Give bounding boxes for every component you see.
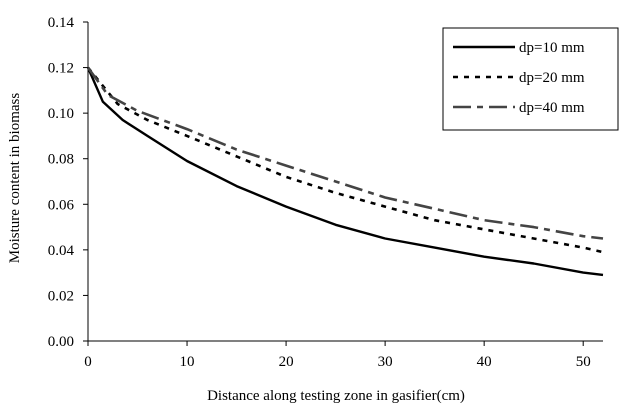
- x-tick-label: 20: [279, 354, 294, 370]
- y-tick-label: 0.00: [48, 334, 74, 350]
- x-tick-label: 0: [84, 354, 92, 370]
- legend-label-3: dp=40 mm: [519, 100, 585, 116]
- x-tick-label: 40: [477, 354, 492, 370]
- x-axis-label: Distance along testing zone in gasifier(…: [207, 388, 465, 404]
- series-line-3: [86, 66, 604, 240]
- x-tick-label: 10: [180, 354, 195, 370]
- series-layer: [86, 66, 604, 277]
- x-tick-label: 30: [378, 354, 393, 370]
- y-tick-label: 0.04: [48, 243, 75, 259]
- y-tick-label: 0.02: [48, 288, 74, 304]
- legend-label-1: dp=10 mm: [519, 40, 585, 56]
- y-axis-label: Moisture content in biomass: [7, 93, 23, 264]
- y-tick-label: 0.10: [48, 106, 74, 122]
- series-line-1: [86, 67, 604, 277]
- axes: 0.00 0.02 0.04 0.06 0.08 0.10 0.12 0.14 0 10 20 30 4…: [48, 15, 603, 370]
- legend-label-2: dp=20 mm: [519, 70, 585, 86]
- y-tick-label: 0.08: [48, 152, 74, 168]
- legend-box: [442, 27, 619, 131]
- y-tick-label: 0.12: [48, 61, 74, 77]
- y-tick-label: 0.06: [48, 197, 75, 213]
- x-tick-label: 50: [576, 354, 591, 370]
- y-tick-label: 0.14: [48, 15, 75, 31]
- series-line-2: [86, 66, 604, 254]
- legend: dp=10 mm dp=20 mm dp=40 mm: [442, 27, 619, 131]
